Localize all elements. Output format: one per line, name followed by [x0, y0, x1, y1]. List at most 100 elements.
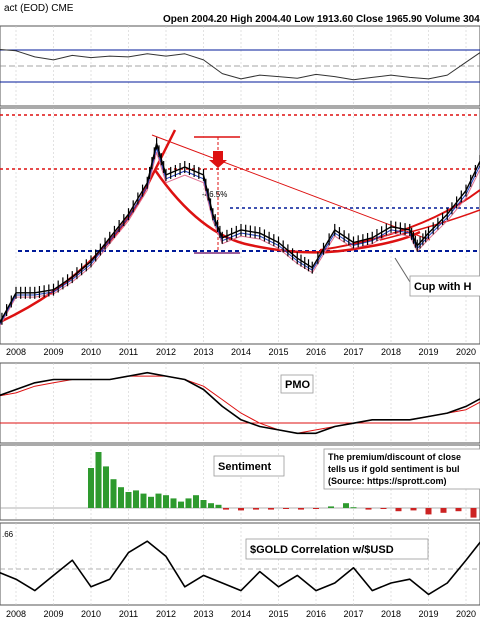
sentiment-series	[88, 452, 477, 518]
year-tick-label: 2016	[306, 609, 326, 619]
sentiment-bar	[125, 492, 132, 508]
pattern-label: Cup with H	[414, 281, 471, 293]
pattern-pointer	[394, 257, 411, 283]
sentiment-bar	[185, 498, 192, 508]
sentiment-bar	[253, 508, 259, 510]
year-tick-label: 2014	[231, 347, 251, 357]
high-value: 2004.40	[255, 14, 292, 25]
pmo-line	[0, 371, 480, 435]
sentiment-bar	[163, 495, 169, 508]
pattern-label-box	[409, 275, 480, 297]
pmo-signal-line	[0, 375, 480, 434]
sentiment-bar	[238, 508, 244, 511]
sentiment-bar	[313, 508, 319, 509]
sentiment-bar	[425, 508, 432, 515]
chart-header: act (EOD) CME Open 2004.20 High 2004.40 …	[4, 3, 480, 25]
low-value: 1913.60	[317, 14, 354, 25]
high-label: High	[230, 14, 252, 25]
year-tick-label: 2015	[268, 347, 288, 357]
sentiment-bar	[133, 490, 139, 508]
sentiment-bar	[455, 508, 462, 512]
year-tick-label: 2013	[193, 609, 213, 619]
sentiment-bar	[110, 479, 117, 508]
sentiment-bar	[328, 506, 334, 508]
recent-uptrend-curve-2	[379, 209, 480, 241]
year-tick-label: 2012	[156, 347, 176, 357]
year-tick-label: 2013	[193, 347, 213, 357]
sentiment-bar	[223, 508, 229, 510]
sentiment-label-box	[213, 455, 285, 477]
svg-text:Open 2004.20 High 2004.40 Lo: Open 2004.20 High 2004.40 Low 1913.60 Cl…	[163, 14, 480, 25]
sentiment-bar	[470, 508, 477, 518]
year-tick-label: 2017	[343, 347, 363, 357]
year-tick-label: 2018	[381, 347, 401, 357]
year-tick-label: 2020	[456, 609, 476, 619]
momentum-line	[0, 49, 480, 81]
year-tick-label: 2019	[418, 609, 438, 619]
sentiment-label: Sentiment	[218, 461, 272, 473]
sentiment-bar	[118, 487, 124, 508]
exchange: CME	[51, 3, 74, 14]
sentiment-note-line3: (Source: https://sprott.com)	[328, 476, 447, 486]
sentiment-bar	[95, 452, 102, 508]
volume-label: Volume	[425, 14, 461, 25]
year-tick-label: 2009	[43, 609, 63, 619]
sentiment-panel	[0, 444, 480, 521]
sentiment-bar	[170, 498, 177, 508]
year-tick-label: 2010	[81, 609, 101, 619]
sentiment-bar	[155, 493, 162, 508]
sentiment-bar	[215, 504, 222, 508]
pmo-label: PMO	[285, 379, 311, 391]
correlation-series	[0, 540, 480, 596]
momentum-series	[0, 49, 480, 81]
sentiment-bar	[103, 466, 109, 508]
correlation-line	[0, 540, 480, 596]
sentiment-note-box	[323, 448, 480, 490]
close-label: Close	[356, 14, 384, 25]
sentiment-note-line1: The premium/discount of close	[328, 452, 461, 462]
correlation-panel	[0, 522, 480, 606]
sentiment-bar	[395, 508, 402, 512]
year-tick-label: 2012	[156, 609, 176, 619]
year-tick-label: 2019	[418, 347, 438, 357]
year-tick-label: 2010	[81, 347, 101, 357]
sentiment-bar	[200, 500, 207, 508]
momentum-panel	[0, 25, 480, 107]
correlation-label-box	[245, 538, 429, 560]
sentiment-bar	[343, 503, 349, 508]
year-gridlines	[15, 26, 467, 605]
year-tick-label: 2017	[343, 609, 363, 619]
year-tick-label: 2020	[456, 347, 476, 357]
close-value: 1965.90	[386, 14, 423, 25]
price-series	[0, 137, 480, 327]
year-tick-label: 2011	[119, 609, 138, 619]
year-tick-label: 2014	[231, 609, 251, 619]
year-tick-label: 2008	[6, 347, 26, 357]
sentiment-bar	[298, 508, 304, 510]
year-tick-label: 2016	[306, 347, 326, 357]
downtrend-line	[151, 134, 431, 241]
svg-text:act (EOD) CME: act (EOD) CME	[4, 3, 74, 14]
sentiment-bar	[193, 495, 199, 508]
year-tick-label: 2015	[268, 609, 288, 619]
correlation-axis-value: .66	[2, 530, 14, 539]
drop-arrow-icon	[209, 151, 227, 168]
low-label: Low	[294, 14, 314, 25]
sentiment-bar	[350, 507, 357, 509]
pmo-series	[0, 371, 480, 435]
cup-curve	[153, 169, 421, 254]
pmo-panel	[0, 362, 480, 444]
sentiment-bar	[140, 493, 147, 508]
open-value: 2004.20	[191, 14, 228, 25]
sentiment-bar	[148, 496, 154, 508]
sentiment-bar	[208, 503, 214, 508]
year-tick-label: 2008	[6, 609, 26, 619]
price-panel	[0, 107, 480, 345]
open-label: Open	[163, 14, 189, 25]
drop-percent-label: -46.5%	[202, 190, 227, 199]
correlation-label: $GOLD Correlation w/$USD	[250, 544, 394, 556]
year-axis-bottom: 2008 2009 2010 2011 2012 2013 2014 2015 2016 2017…	[6, 609, 476, 619]
sentiment-bar	[283, 508, 289, 509]
year-tick-label: 2018	[381, 609, 401, 619]
